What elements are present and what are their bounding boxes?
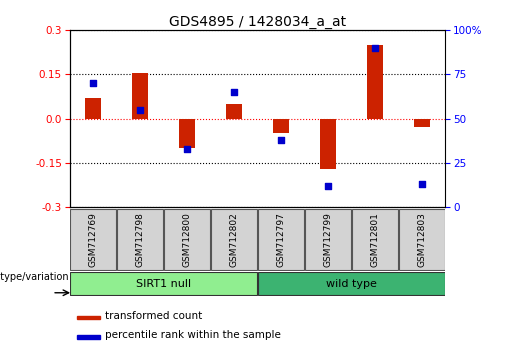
Text: GSM712798: GSM712798 <box>135 212 145 267</box>
Bar <box>226 104 242 119</box>
Point <box>89 80 97 86</box>
Bar <box>77 335 99 339</box>
Bar <box>211 209 257 269</box>
Bar <box>399 209 445 269</box>
Bar <box>179 119 195 148</box>
Point <box>371 45 379 51</box>
Text: GSM712801: GSM712801 <box>370 212 380 267</box>
Text: GSM712799: GSM712799 <box>323 212 333 267</box>
Bar <box>77 316 99 319</box>
Bar <box>132 73 148 119</box>
Bar <box>305 209 351 269</box>
Text: GSM712769: GSM712769 <box>89 212 97 267</box>
Bar <box>70 272 257 295</box>
Bar <box>320 119 336 169</box>
Bar <box>414 119 430 127</box>
Text: SIRT1 null: SIRT1 null <box>136 279 191 289</box>
Bar <box>117 209 163 269</box>
Text: GSM712803: GSM712803 <box>418 212 426 267</box>
Text: wild type: wild type <box>326 279 377 289</box>
Text: GSM712800: GSM712800 <box>182 212 192 267</box>
Bar <box>85 98 101 119</box>
Point <box>183 146 191 152</box>
Text: GSM712802: GSM712802 <box>230 212 238 267</box>
Text: GSM712797: GSM712797 <box>277 212 285 267</box>
Point <box>324 183 332 189</box>
Bar <box>367 45 383 119</box>
Bar <box>273 119 289 133</box>
Text: genotype/variation: genotype/variation <box>0 272 70 282</box>
Point <box>230 89 238 95</box>
Point <box>418 181 426 187</box>
Text: transformed count: transformed count <box>105 310 202 321</box>
Bar <box>352 209 398 269</box>
Bar <box>258 209 304 269</box>
Title: GDS4895 / 1428034_a_at: GDS4895 / 1428034_a_at <box>169 15 346 29</box>
Bar <box>70 209 116 269</box>
Point <box>136 107 144 113</box>
Text: percentile rank within the sample: percentile rank within the sample <box>105 330 281 340</box>
Bar <box>258 272 445 295</box>
Point <box>277 137 285 143</box>
Bar <box>164 209 210 269</box>
